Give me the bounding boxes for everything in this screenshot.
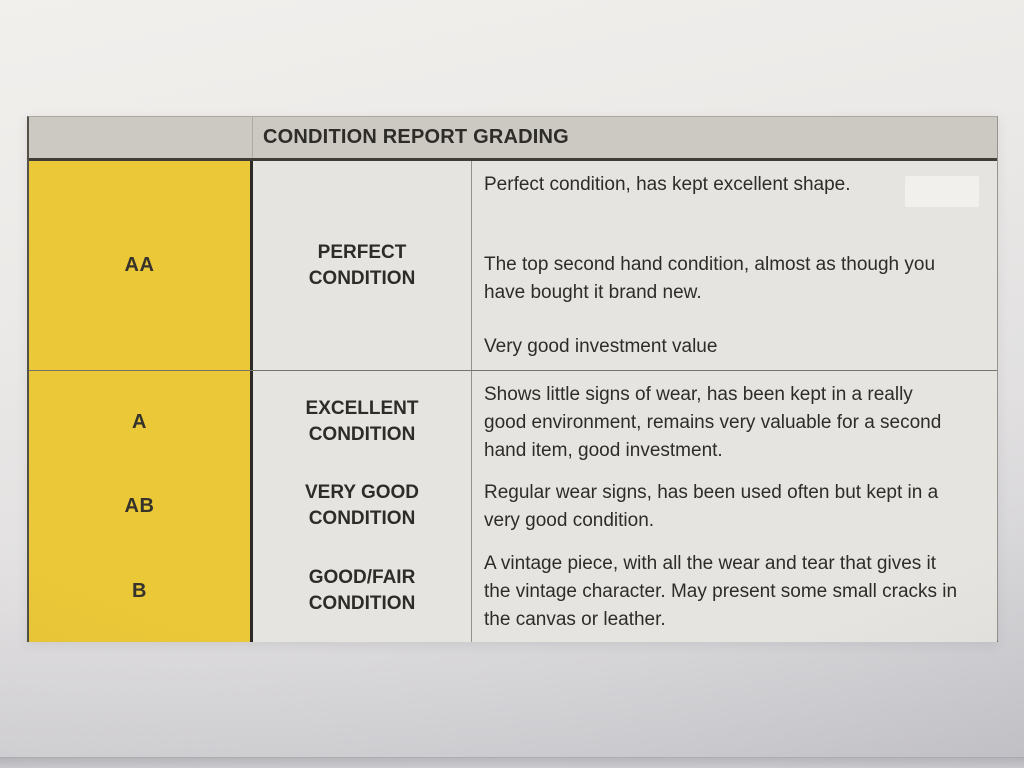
table-title: CONDITION REPORT GRADING <box>263 126 569 148</box>
table-row: AA PERFECT CONDITION Perfect condition, … <box>29 161 997 371</box>
condition-name-cell: GOOD/FAIR CONDITION <box>253 540 472 642</box>
table-header-row: CONDITION REPORT GRADING <box>29 117 997 161</box>
description-paragraph: A vintage piece, with all the wear and t… <box>484 553 958 630</box>
grade-cell: B <box>29 540 253 642</box>
condition-name-cell: VERY GOOD CONDITION <box>253 469 472 543</box>
description-cell: Regular wear signs, has been used often … <box>472 469 997 543</box>
condition-name-cell: PERFECT CONDITION <box>253 161 472 370</box>
grade-cell: AB <box>29 469 253 543</box>
description-paragraph: The top second hand condition, almost as… <box>484 254 936 303</box>
table-row: B GOOD/FAIR CONDITION A vintage piece, w… <box>29 540 997 642</box>
description-paragraph: Very good investment value <box>484 336 718 357</box>
grade-cell: A <box>29 371 253 473</box>
condition-grading-table: CONDITION REPORT GRADING AA PERFECT COND… <box>27 116 998 642</box>
condition-name-cell: EXCELLENT CONDITION <box>253 371 472 473</box>
table-row: A EXCELLENT CONDITION Shows little signs… <box>29 371 997 473</box>
description-paragraph: Shows little signs of wear, has been kep… <box>484 384 942 461</box>
description-cell: A vintage piece, with all the wear and t… <box>472 540 997 642</box>
header-grade-column-spacer <box>29 117 253 158</box>
grade-cell: AA <box>29 161 253 370</box>
whiteout-patch <box>905 176 979 207</box>
table-row: AB VERY GOOD CONDITION Regular wear sign… <box>29 469 997 543</box>
description-paragraph: Regular wear signs, has been used often … <box>484 482 939 531</box>
description-cell: Shows little signs of wear, has been kep… <box>472 371 997 473</box>
description-paragraph: Perfect condition, has kept excellent sh… <box>484 174 851 195</box>
table-body: AA PERFECT CONDITION Perfect condition, … <box>29 161 997 642</box>
paper-bottom-edge <box>0 757 1024 768</box>
